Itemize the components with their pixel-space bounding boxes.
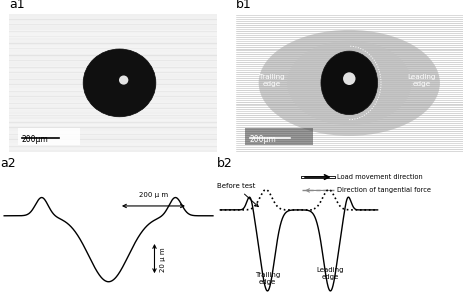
Text: 200μm: 200μm — [250, 134, 276, 144]
Ellipse shape — [343, 72, 355, 85]
Text: 200 μ m: 200 μ m — [139, 192, 168, 197]
Bar — [245, 128, 313, 145]
Text: Direction of tangential force: Direction of tangential force — [337, 188, 430, 193]
Text: Load movement direction: Load movement direction — [337, 174, 422, 180]
Text: b1: b1 — [236, 0, 252, 11]
Ellipse shape — [83, 49, 156, 117]
Text: a1: a1 — [9, 0, 25, 11]
Text: b2: b2 — [217, 157, 233, 169]
Text: Leading
edge: Leading edge — [407, 74, 436, 87]
Text: a2: a2 — [0, 157, 16, 169]
Text: 200μm: 200μm — [22, 134, 49, 144]
Ellipse shape — [259, 30, 440, 136]
Text: 20 μ m: 20 μ m — [160, 247, 166, 272]
Text: Trailing
edge: Trailing edge — [260, 74, 285, 87]
Ellipse shape — [119, 76, 128, 85]
Text: Leading
edge: Leading edge — [317, 267, 344, 280]
Ellipse shape — [321, 51, 378, 115]
Text: Trailing
edge: Trailing edge — [255, 272, 280, 285]
Text: Before test: Before test — [217, 184, 258, 207]
Ellipse shape — [287, 41, 412, 125]
Bar — [18, 128, 80, 145]
